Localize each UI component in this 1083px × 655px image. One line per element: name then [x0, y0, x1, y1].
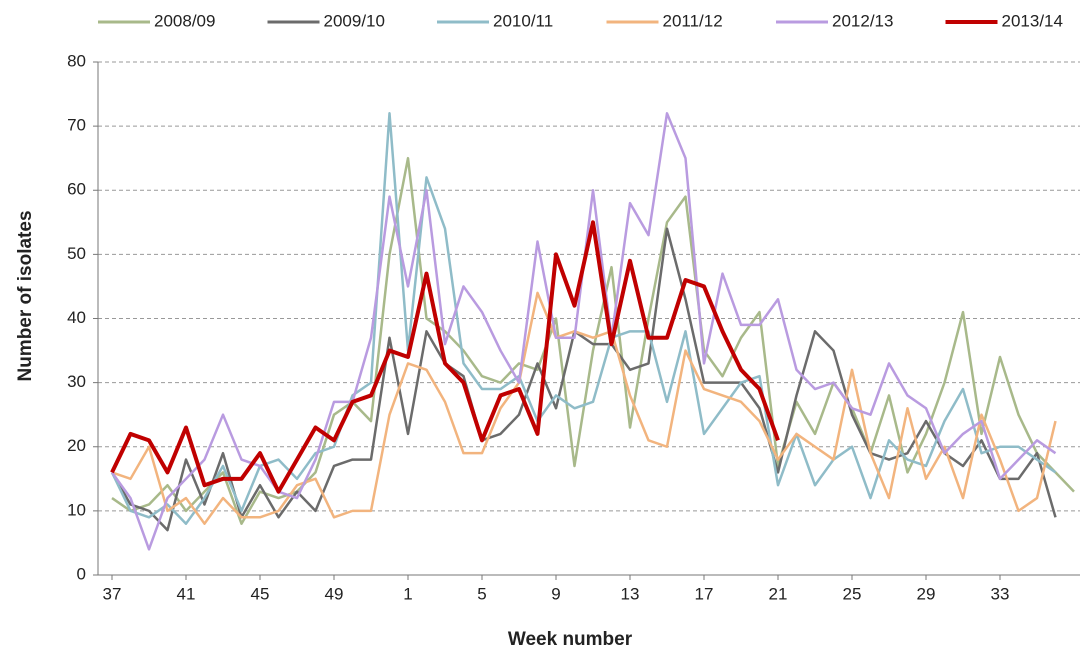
x-tick-label: 29	[917, 584, 936, 603]
x-tick-label: 25	[843, 584, 862, 603]
x-tick-label: 33	[991, 584, 1010, 603]
legend-label: 2009/10	[324, 11, 385, 30]
y-tick-label: 70	[67, 116, 86, 135]
y-tick-label: 20	[67, 436, 86, 455]
series-line	[111, 291, 1057, 525]
y-tick-label: 50	[67, 244, 86, 263]
x-tick-label: 1	[403, 584, 412, 603]
y-axis-title: Number of isolates	[15, 210, 36, 381]
y-tick-label: 0	[77, 564, 86, 583]
y-tick-label: 80	[67, 51, 86, 70]
series-line	[110, 220, 780, 494]
y-tick-label: 10	[67, 500, 86, 519]
x-tick-label: 41	[177, 584, 196, 603]
y-tick-label: 30	[67, 372, 86, 391]
y-tick-label: 40	[67, 308, 86, 327]
series-line	[111, 156, 1075, 525]
y-tick-label: 60	[67, 180, 86, 199]
x-tick-label: 37	[103, 584, 122, 603]
x-tick-label: 49	[325, 584, 344, 603]
legend-label: 2012/13	[832, 11, 893, 30]
x-tick-label: 9	[551, 584, 560, 603]
legend-label: 2011/12	[663, 11, 723, 30]
legend-label: 2013/14	[1002, 11, 1063, 30]
legend-label: 2010/11	[493, 11, 553, 30]
legend-label: 2008/09	[154, 11, 215, 30]
x-axis-title: Week number	[508, 629, 633, 650]
x-tick-label: 21	[769, 584, 788, 603]
x-tick-label: 13	[621, 584, 640, 603]
x-tick-label: 45	[251, 584, 270, 603]
x-tick-label: 5	[477, 584, 486, 603]
x-tick-label: 17	[695, 584, 714, 603]
